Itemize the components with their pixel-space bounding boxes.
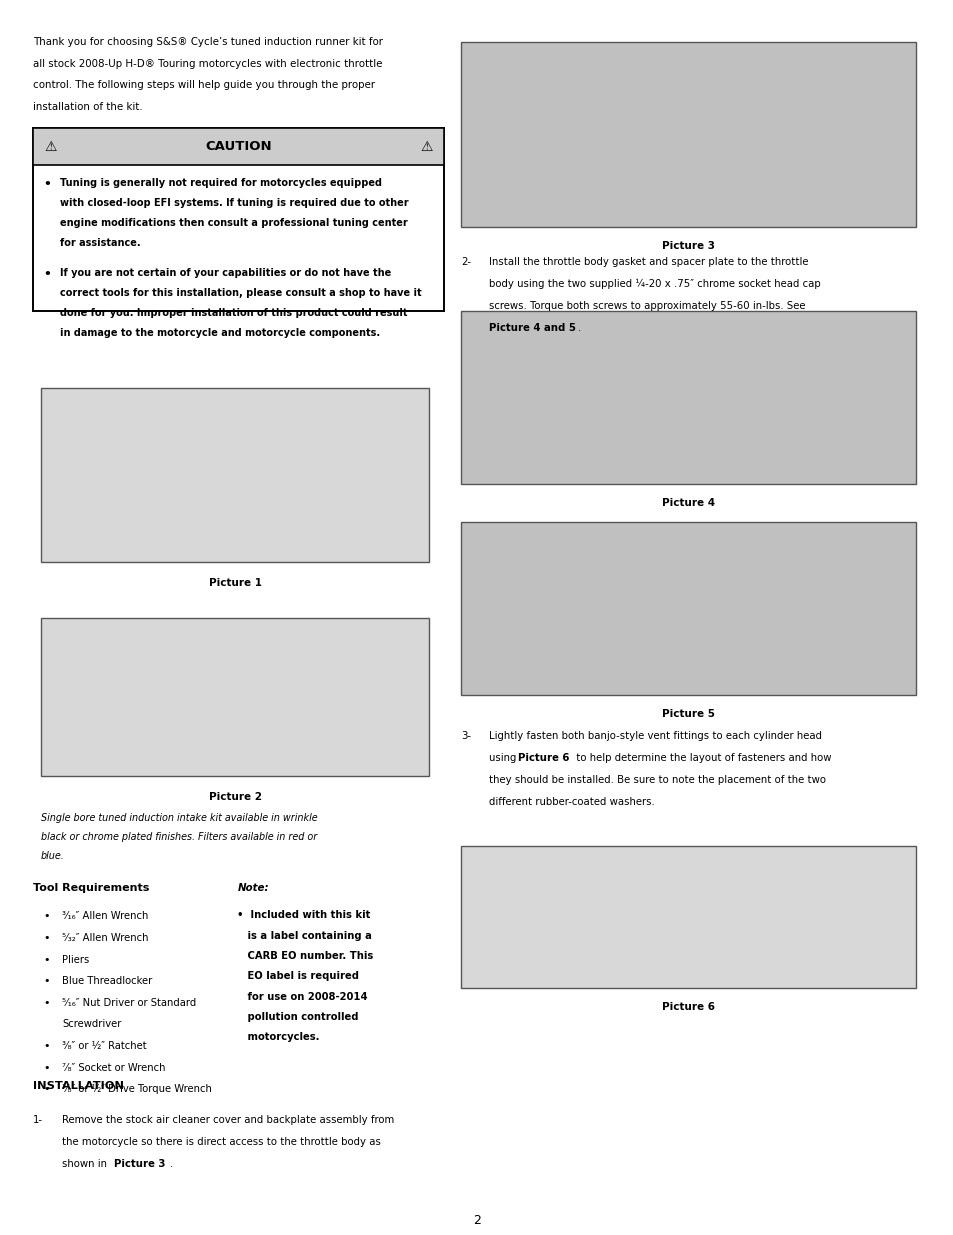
Text: correct tools for this installation, please consult a shop to have it: correct tools for this installation, ple…: [60, 288, 421, 298]
Text: engine modifications then consult a professional tuning center: engine modifications then consult a prof…: [60, 217, 408, 227]
Text: different rubber-coated washers.: different rubber-coated washers.: [489, 797, 655, 806]
Text: •: •: [43, 178, 51, 191]
Text: ⁵⁄₁₆″ Nut Driver or Standard: ⁵⁄₁₆″ Nut Driver or Standard: [62, 998, 196, 1008]
Text: installation of the kit.: installation of the kit.: [33, 103, 143, 112]
Text: for assistance.: for assistance.: [60, 238, 141, 248]
Text: .: .: [578, 322, 580, 332]
Text: Install the throttle body gasket and spacer plate to the throttle: Install the throttle body gasket and spa…: [489, 257, 808, 267]
Text: .: .: [170, 1160, 172, 1170]
Text: •  Included with this kit: • Included with this kit: [237, 910, 371, 920]
Text: Screwdriver: Screwdriver: [62, 1020, 121, 1030]
Text: •: •: [43, 911, 50, 921]
Text: control. The following steps will help guide you through the proper: control. The following steps will help g…: [33, 80, 375, 90]
Text: ⁷⁄₈″ Socket or Wrench: ⁷⁄₈″ Socket or Wrench: [62, 1063, 165, 1073]
Text: blue.: blue.: [41, 851, 65, 861]
Text: ³⁄₁₆″ Allen Wrench: ³⁄₁₆″ Allen Wrench: [62, 911, 149, 921]
Text: Tuning is generally not required for motorcycles equipped: Tuning is generally not required for mot…: [60, 178, 382, 188]
Text: •: •: [43, 1063, 50, 1073]
Text: shown in: shown in: [62, 1160, 111, 1170]
Text: pollution controlled: pollution controlled: [237, 1013, 358, 1023]
Text: using: using: [489, 753, 519, 763]
Text: in damage to the motorcycle and motorcycle components.: in damage to the motorcycle and motorcyc…: [60, 327, 380, 337]
Text: 2: 2: [473, 1214, 480, 1226]
Text: CARB EO number. This: CARB EO number. This: [237, 951, 374, 961]
Text: 3-: 3-: [460, 731, 470, 741]
Text: Picture 4: Picture 4: [661, 498, 714, 508]
Text: 1-: 1-: [33, 1115, 43, 1125]
FancyBboxPatch shape: [33, 128, 443, 165]
Text: Lightly fasten both banjo-style vent fittings to each cylinder head: Lightly fasten both banjo-style vent fit…: [489, 731, 821, 741]
Text: ⚠: ⚠: [44, 140, 57, 154]
Text: Thank you for choosing S&S® Cycle’s tuned induction runner kit for: Thank you for choosing S&S® Cycle’s tune…: [33, 37, 383, 47]
Text: is a label containing a: is a label containing a: [237, 931, 372, 941]
Text: done for you. Improper installation of this product could result: done for you. Improper installation of t…: [60, 308, 407, 317]
Text: Picture 2: Picture 2: [209, 792, 261, 802]
Text: Blue Threadlocker: Blue Threadlocker: [62, 977, 152, 987]
Text: •: •: [43, 955, 50, 965]
FancyBboxPatch shape: [460, 311, 915, 484]
FancyBboxPatch shape: [41, 618, 429, 776]
Text: ⁵⁄₃₂″ Allen Wrench: ⁵⁄₃₂″ Allen Wrench: [62, 934, 149, 944]
Text: Remove the stock air cleaner cover and backplate assembly from: Remove the stock air cleaner cover and b…: [62, 1115, 394, 1125]
Text: Tool Requirements: Tool Requirements: [33, 883, 150, 893]
Text: ⚠: ⚠: [419, 140, 433, 154]
Text: ³⁄₈″ or ½″ Drive Torque Wrench: ³⁄₈″ or ½″ Drive Torque Wrench: [62, 1084, 212, 1094]
Text: CAUTION: CAUTION: [205, 141, 272, 153]
Text: •: •: [43, 998, 50, 1008]
Text: •: •: [43, 1041, 50, 1051]
Text: Picture 4 and 5: Picture 4 and 5: [489, 322, 576, 332]
Text: •: •: [43, 1084, 50, 1094]
Text: •: •: [43, 977, 50, 987]
Text: to help determine the layout of fasteners and how: to help determine the layout of fastener…: [573, 753, 831, 763]
Text: EO label is required: EO label is required: [237, 972, 359, 982]
Text: •: •: [43, 268, 51, 280]
Text: 2-: 2-: [460, 257, 470, 267]
FancyBboxPatch shape: [460, 42, 915, 227]
Text: Picture 3: Picture 3: [114, 1160, 166, 1170]
Text: the motorcycle so there is direct access to the throttle body as: the motorcycle so there is direct access…: [62, 1137, 380, 1147]
Text: Note:: Note:: [237, 883, 269, 893]
Text: Picture 5: Picture 5: [661, 709, 714, 719]
FancyBboxPatch shape: [460, 846, 915, 988]
Text: Picture 6: Picture 6: [661, 1002, 714, 1011]
Text: for use on 2008-2014: for use on 2008-2014: [237, 992, 368, 1002]
Text: they should be installed. Be sure to note the placement of the two: they should be installed. Be sure to not…: [489, 776, 825, 785]
FancyBboxPatch shape: [41, 388, 429, 562]
Text: ³⁄₈″ or ½″ Ratchet: ³⁄₈″ or ½″ Ratchet: [62, 1041, 147, 1051]
Text: screws. Torque both screws to approximately 55-60 in-lbs. See: screws. Torque both screws to approximat…: [489, 301, 805, 311]
FancyBboxPatch shape: [33, 128, 443, 311]
Text: motorcycles.: motorcycles.: [237, 1032, 319, 1042]
Text: body using the two supplied ¼-20 x .75″ chrome socket head cap: body using the two supplied ¼-20 x .75″ …: [489, 279, 821, 289]
Text: black or chrome plated finishes. Filters available in red or: black or chrome plated finishes. Filters…: [41, 832, 317, 842]
Text: If you are not certain of your capabilities or do not have the: If you are not certain of your capabilit…: [60, 268, 391, 278]
Text: with closed-loop EFI systems. If tuning is required due to other: with closed-loop EFI systems. If tuning …: [60, 198, 408, 207]
Text: Picture 1: Picture 1: [209, 578, 261, 588]
Text: Picture 6: Picture 6: [517, 753, 569, 763]
Text: Pliers: Pliers: [62, 955, 90, 965]
Text: Single bore tuned induction intake kit available in wrinkle: Single bore tuned induction intake kit a…: [41, 813, 317, 823]
Text: Picture 3: Picture 3: [661, 241, 714, 251]
Text: all stock 2008-Up H-D® Touring motorcycles with electronic throttle: all stock 2008-Up H-D® Touring motorcycl…: [33, 58, 382, 69]
Text: INSTALLATION: INSTALLATION: [33, 1081, 124, 1091]
FancyBboxPatch shape: [460, 522, 915, 695]
Text: •: •: [43, 934, 50, 944]
